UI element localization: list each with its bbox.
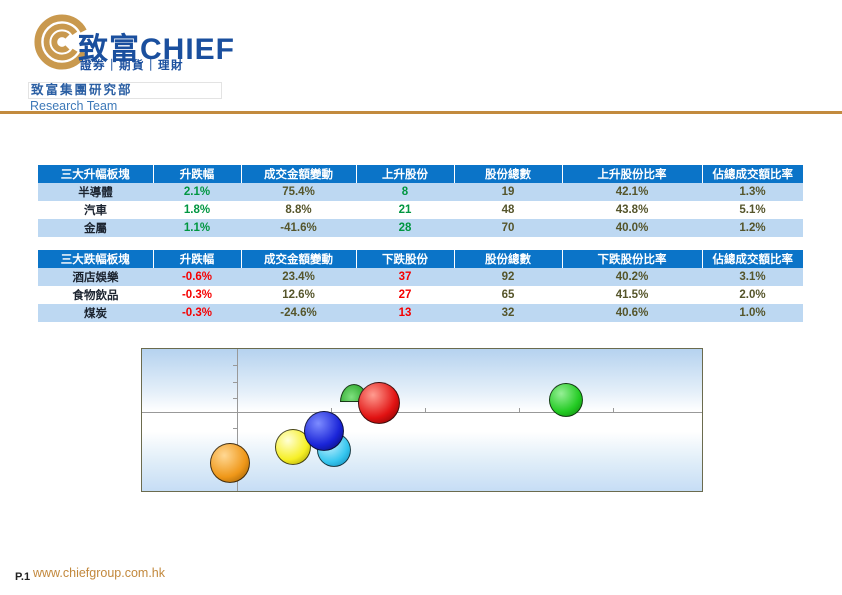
x-axis-tick bbox=[331, 408, 332, 413]
change-pct: 1.1% bbox=[153, 219, 241, 237]
down-ratio: 41.5% bbox=[562, 286, 702, 304]
brand-title: 致富CHIEF bbox=[78, 24, 235, 68]
x-axis-tick bbox=[519, 408, 520, 413]
up-count: 28 bbox=[356, 219, 454, 237]
top-losers-table: 三大跌幅板塊 升跌幅 成交金額變動 下跌股份 股份總數 下跌股份比率 佔總成交額… bbox=[38, 250, 803, 322]
y-axis-tick bbox=[233, 398, 238, 399]
col-turnover-change: 成交金額變動 bbox=[241, 250, 357, 268]
turnover-share: 3.1% bbox=[702, 268, 803, 286]
brand-cn: 致富 bbox=[78, 33, 140, 66]
col-up-count: 上升股份 bbox=[356, 165, 455, 183]
col-sector: 三大跌幅板塊 bbox=[38, 250, 154, 268]
change-pct: -0.3% bbox=[153, 286, 241, 304]
turnover-share: 1.3% bbox=[702, 183, 803, 201]
page-number: P.1 bbox=[15, 571, 31, 583]
losers-header-row: 三大跌幅板塊 升跌幅 成交金額變動 下跌股份 股份總數 下跌股份比率 佔總成交額… bbox=[38, 250, 803, 268]
total-count: 65 bbox=[454, 286, 562, 304]
up-count: 21 bbox=[356, 201, 454, 219]
col-change: 升跌幅 bbox=[153, 250, 242, 268]
turnover-change: 12.6% bbox=[241, 286, 356, 304]
sector-name: 煤炭 bbox=[38, 304, 153, 322]
col-turnover-share: 佔總成交額比率 bbox=[702, 250, 803, 268]
sector-name: 食物飲品 bbox=[38, 286, 153, 304]
table-row: 酒店娛樂 -0.6% 23.4% 37 92 40.2% 3.1% bbox=[38, 268, 803, 286]
col-sector: 三大升幅板塊 bbox=[38, 165, 154, 183]
total-count: 92 bbox=[454, 268, 562, 286]
website-link[interactable]: www.chiefgroup.com.hk bbox=[33, 566, 166, 580]
sector-name: 汽車 bbox=[38, 201, 153, 219]
table-row: 食物飲品 -0.3% 12.6% 27 65 41.5% 2.0% bbox=[38, 286, 803, 304]
green-bubble bbox=[549, 383, 583, 417]
x-axis-line bbox=[142, 412, 702, 413]
change-pct: 1.8% bbox=[153, 201, 241, 219]
change-pct: 2.1% bbox=[153, 183, 241, 201]
chief-logo-icon bbox=[34, 14, 90, 70]
brand-tagline: 證券｜期貨｜理財 bbox=[80, 60, 184, 72]
col-up-ratio: 上升股份比率 bbox=[562, 165, 703, 183]
turnover-change: 75.4% bbox=[241, 183, 356, 201]
col-down-ratio: 下跌股份比率 bbox=[562, 250, 703, 268]
change-pct: -0.3% bbox=[153, 304, 241, 322]
header-divider bbox=[0, 111, 842, 114]
total-count: 32 bbox=[454, 304, 562, 322]
total-count: 48 bbox=[454, 201, 562, 219]
change-pct: -0.6% bbox=[153, 268, 241, 286]
turnover-change: 8.8% bbox=[241, 201, 356, 219]
table-row: 金屬 1.1% -41.6% 28 70 40.0% 1.2% bbox=[38, 219, 803, 237]
x-axis-tick bbox=[613, 408, 614, 413]
x-axis-tick bbox=[425, 408, 426, 413]
total-count: 70 bbox=[454, 219, 562, 237]
down-ratio: 40.2% bbox=[562, 268, 702, 286]
col-down-count: 下跌股份 bbox=[356, 250, 455, 268]
table-row: 煤炭 -0.3% -24.6% 13 32 40.6% 1.0% bbox=[38, 304, 803, 322]
gainers-header-row: 三大升幅板塊 升跌幅 成交金額變動 上升股份 股份總數 上升股份比率 佔總成交額… bbox=[38, 165, 803, 183]
turnover-change: -24.6% bbox=[241, 304, 356, 322]
up-ratio: 42.1% bbox=[562, 183, 702, 201]
bubble-plot bbox=[142, 349, 702, 491]
col-turnover-share: 佔總成交額比率 bbox=[702, 165, 803, 183]
up-count: 8 bbox=[356, 183, 454, 201]
col-change: 升跌幅 bbox=[153, 165, 242, 183]
turnover-share: 1.0% bbox=[702, 304, 803, 322]
up-ratio: 40.0% bbox=[562, 219, 702, 237]
turnover-change: -41.6% bbox=[241, 219, 356, 237]
brand-en: CHIEF bbox=[140, 33, 235, 66]
sector-name: 半導體 bbox=[38, 183, 153, 201]
down-ratio: 40.6% bbox=[562, 304, 702, 322]
down-count: 37 bbox=[356, 268, 454, 286]
y-axis-tick bbox=[233, 365, 238, 366]
table-row: 汽車 1.8% 8.8% 21 48 43.8% 5.1% bbox=[38, 201, 803, 219]
y-axis-tick bbox=[233, 428, 238, 429]
top-gainers-table: 三大升幅板塊 升跌幅 成交金額變動 上升股份 股份總數 上升股份比率 佔總成交額… bbox=[38, 165, 803, 237]
total-count: 19 bbox=[454, 183, 562, 201]
col-total: 股份總數 bbox=[454, 250, 563, 268]
y-axis-line bbox=[237, 349, 238, 491]
research-team-label: Research Team bbox=[30, 99, 118, 113]
col-total: 股份總數 bbox=[454, 165, 563, 183]
sector-name: 金屬 bbox=[38, 219, 153, 237]
dark-blue-bubble bbox=[304, 411, 344, 451]
up-ratio: 43.8% bbox=[562, 201, 702, 219]
red-bubble bbox=[358, 382, 400, 424]
turnover-share: 1.2% bbox=[702, 219, 803, 237]
table-row: 半導體 2.1% 75.4% 8 19 42.1% 1.3% bbox=[38, 183, 803, 201]
orange-bubble bbox=[210, 443, 250, 483]
turnover-share: 2.0% bbox=[702, 286, 803, 304]
y-axis-tick bbox=[233, 382, 238, 383]
down-count: 27 bbox=[356, 286, 454, 304]
down-count: 13 bbox=[356, 304, 454, 322]
research-dept-label: 致富集團研究部 bbox=[28, 82, 222, 99]
bubble-chart bbox=[141, 348, 703, 492]
col-turnover-change: 成交金額變動 bbox=[241, 165, 357, 183]
turnover-change: 23.4% bbox=[241, 268, 356, 286]
turnover-share: 5.1% bbox=[702, 201, 803, 219]
sector-name: 酒店娛樂 bbox=[38, 268, 153, 286]
